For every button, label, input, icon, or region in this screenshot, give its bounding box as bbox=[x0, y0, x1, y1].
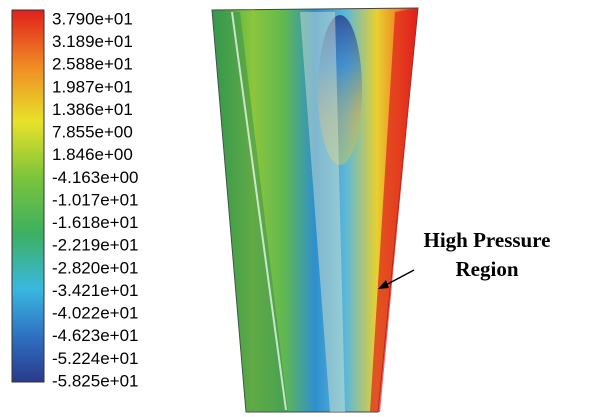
colorbar-label: -2.219e+01 bbox=[52, 236, 139, 255]
colorbar-label: 3.189e+01 bbox=[52, 32, 133, 51]
colorbar-label: -3.421e+01 bbox=[52, 281, 139, 300]
colorbar-label: -5.825e+01 bbox=[52, 371, 139, 390]
annotation-line: High Pressure bbox=[424, 228, 551, 252]
colorbar-label: -1.017e+01 bbox=[52, 190, 139, 209]
colorbar-label: 1.987e+01 bbox=[52, 77, 133, 96]
colorbar-label: 7.855e+00 bbox=[52, 123, 133, 142]
colorbar bbox=[12, 10, 44, 382]
annotation-line: Region bbox=[456, 257, 519, 281]
colorbar-labels: 3.790e+01 3.189e+01 2.588e+01 1.987e+01 1.38… bbox=[52, 9, 139, 390]
blade-contour bbox=[212, 8, 418, 412]
colorbar-label: -4.623e+01 bbox=[52, 326, 139, 345]
colorbar-label: -2.820e+01 bbox=[52, 258, 139, 277]
colorbar-label: 2.588e+01 bbox=[52, 55, 133, 74]
colorbar-label: 1.386e+01 bbox=[52, 100, 133, 119]
colorbar-label: -4.163e+00 bbox=[52, 168, 139, 187]
colorbar-label: 3.790e+01 bbox=[52, 9, 133, 28]
colorbar-label: 1.846e+00 bbox=[52, 145, 133, 164]
colorbar-label: -1.618e+01 bbox=[52, 213, 139, 232]
colorbar-label: -5.224e+01 bbox=[52, 349, 139, 368]
colorbar-label: -4.022e+01 bbox=[52, 304, 139, 323]
figure: 3.790e+01 3.189e+01 2.588e+01 1.987e+01 1.38… bbox=[0, 0, 591, 417]
